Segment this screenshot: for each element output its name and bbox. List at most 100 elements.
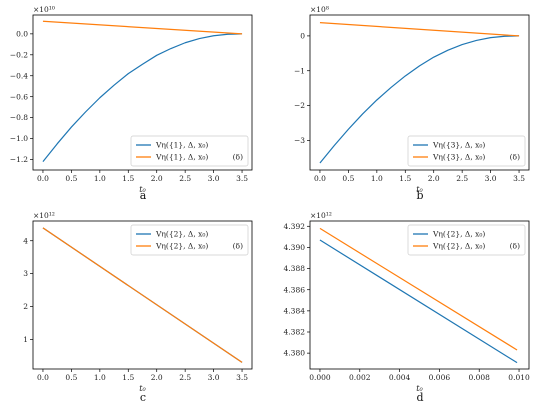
x-tick-label: 0.0 bbox=[37, 373, 49, 382]
legend: Vη({2}, Δ, x₀) Vη({2}, Δ, x₀) (δ) bbox=[407, 224, 526, 256]
legend-label-1: Vη({2}, Δ, x₀) bbox=[155, 230, 208, 239]
y-tick-label: 0.0 bbox=[16, 29, 28, 38]
y-tick-label: 4.386 bbox=[284, 285, 306, 294]
x-tick-label: 1.0 bbox=[371, 174, 383, 183]
x-tick-label: 3.5 bbox=[513, 174, 525, 183]
chart-panel-d: 0.000 0.002 0.004 0.006 0.008 0.010 4.380 4.382… bbox=[284, 211, 530, 404]
y-tick-label: −1.2 bbox=[10, 155, 28, 164]
x-tick-label: 2.5 bbox=[179, 373, 191, 382]
x-tick-label: 2.0 bbox=[428, 174, 440, 183]
legend-suffix: (δ) bbox=[233, 153, 243, 162]
panel-caption: d bbox=[416, 391, 423, 404]
legend-label-1: Vη({2}, Δ, x₀) bbox=[432, 230, 485, 239]
legend-label-1: Vη({1}, Δ, x₀) bbox=[155, 141, 208, 150]
chart-panel-a: 0.0 0.5 1.0 1.5 2.0 2.5 3.0 3.5 −1.2 −1.0 −0.8 −0.6… bbox=[10, 5, 253, 202]
x-axis-label: t₀ bbox=[139, 185, 146, 194]
x-axis-label: t₀ bbox=[139, 384, 146, 393]
x-tick-label: 0.5 bbox=[342, 174, 354, 183]
chart-panel-b: 0.0 0.5 1.0 1.5 2.0 2.5 3.0 3.5 −3 −2 −1 0 ×10⁸ t₀ Vη(… bbox=[294, 5, 530, 202]
x-tick-label: 0.008 bbox=[468, 373, 490, 382]
panel-caption: a bbox=[140, 189, 147, 202]
y-tick-label: −2 bbox=[294, 101, 305, 110]
x-tick-label: 2.0 bbox=[151, 373, 163, 382]
x-tick-label: 3.0 bbox=[208, 373, 220, 382]
x-tick-label: 3.5 bbox=[236, 373, 248, 382]
x-tick-label: 1.5 bbox=[399, 174, 411, 183]
panel-caption: c bbox=[140, 391, 146, 404]
legend-suffix: (δ) bbox=[510, 242, 520, 251]
y-tick-label: −3 bbox=[294, 136, 305, 145]
series-line-2 bbox=[42, 227, 243, 363]
y-tick-label: 4 bbox=[23, 236, 28, 245]
y-tick-label: 0 bbox=[300, 31, 305, 40]
legend-label-1: Vη({3}, Δ, x₀) bbox=[432, 141, 485, 150]
x-tick-label: 3.0 bbox=[208, 174, 220, 183]
legend-box bbox=[130, 135, 249, 167]
y-tick-label: 4.380 bbox=[284, 349, 306, 358]
x-tick-label: 0.004 bbox=[389, 373, 411, 382]
legend-suffix: (δ) bbox=[233, 242, 243, 251]
legend-box bbox=[407, 224, 526, 256]
x-axis-label: t₀ bbox=[416, 384, 423, 393]
y-tick-label: 4.392 bbox=[284, 222, 306, 231]
axis-offset-text: ×10¹² bbox=[33, 211, 55, 220]
x-tick-label: 0.006 bbox=[429, 373, 451, 382]
legend-suffix: (δ) bbox=[510, 153, 520, 162]
x-tick-label: 1.5 bbox=[122, 373, 134, 382]
chart-panel-c: 0.0 0.5 1.0 1.5 2.0 2.5 3.0 3.5 1 2 3 4 ×10¹² t₀ Vη({2… bbox=[23, 211, 253, 404]
x-tick-label: 0.0 bbox=[314, 174, 326, 183]
axis-offset-text: ×10⁸ bbox=[310, 5, 329, 14]
y-tick-label: 4.388 bbox=[284, 264, 306, 273]
x-tick-label: 0.000 bbox=[309, 373, 331, 382]
y-tick-label: −0.4 bbox=[10, 71, 28, 80]
x-tick-label: 2.5 bbox=[179, 174, 191, 183]
x-tick-label: 0.010 bbox=[508, 373, 530, 382]
x-tick-label: 3.5 bbox=[236, 174, 248, 183]
series-line-2 bbox=[319, 227, 518, 351]
x-tick-label: 1.0 bbox=[94, 373, 106, 382]
x-tick-label: 2.5 bbox=[456, 174, 468, 183]
x-tick-label: 0.002 bbox=[349, 373, 371, 382]
series-line-1 bbox=[319, 239, 518, 364]
y-tick-label: −0.6 bbox=[10, 92, 28, 101]
y-tick-label: −0.8 bbox=[10, 113, 28, 122]
legend: Vη({3}, Δ, x₀) Vη({3}, Δ, x₀) (δ) bbox=[407, 135, 526, 167]
x-tick-label: 2.0 bbox=[151, 174, 163, 183]
y-tick-label: −1.0 bbox=[10, 134, 28, 143]
series-line-2 bbox=[319, 22, 520, 37]
x-tick-label: 0.5 bbox=[65, 174, 77, 183]
legend-label-2: Vη({2}, Δ, x₀) bbox=[155, 242, 208, 251]
plot-frame bbox=[309, 14, 530, 171]
axis-offset-text: ×10¹² bbox=[310, 211, 332, 220]
series-line-1 bbox=[319, 35, 520, 164]
y-tick-label: 2 bbox=[23, 302, 28, 311]
y-tick-label: 3 bbox=[23, 269, 28, 278]
panel-caption: b bbox=[416, 189, 423, 202]
y-tick-label: −0.2 bbox=[10, 50, 28, 59]
y-tick-label: 4.382 bbox=[284, 328, 306, 337]
legend: Vη({1}, Δ, x₀) Vη({1}, Δ, x₀) (δ) bbox=[130, 135, 249, 167]
legend-label-2: Vη({1}, Δ, x₀) bbox=[155, 153, 208, 162]
x-tick-label: 0.0 bbox=[37, 174, 49, 183]
y-tick-label: 1 bbox=[23, 335, 28, 344]
y-tick-label: 4.384 bbox=[284, 306, 306, 315]
series-line-1 bbox=[42, 33, 243, 162]
legend-label-2: Vη({3}, Δ, x₀) bbox=[432, 153, 485, 162]
legend: Vη({2}, Δ, x₀) Vη({2}, Δ, x₀) (δ) bbox=[130, 224, 249, 256]
legend-label-2: Vη({2}, Δ, x₀) bbox=[432, 242, 485, 251]
x-tick-label: 0.5 bbox=[65, 373, 77, 382]
series-line-2 bbox=[42, 20, 243, 35]
legend-box bbox=[407, 135, 526, 167]
x-axis-label: t₀ bbox=[416, 185, 423, 194]
plot-frame bbox=[309, 220, 530, 370]
plot-frame bbox=[32, 14, 253, 171]
plot-frame bbox=[32, 220, 253, 370]
legend-box bbox=[130, 224, 249, 256]
y-tick-label: −1 bbox=[294, 66, 305, 75]
y-tick-label: 4.390 bbox=[284, 243, 306, 252]
x-tick-label: 1.5 bbox=[122, 174, 134, 183]
x-tick-label: 3.0 bbox=[485, 174, 497, 183]
x-tick-label: 1.0 bbox=[94, 174, 106, 183]
axis-offset-text: ×10¹⁰ bbox=[33, 5, 55, 14]
